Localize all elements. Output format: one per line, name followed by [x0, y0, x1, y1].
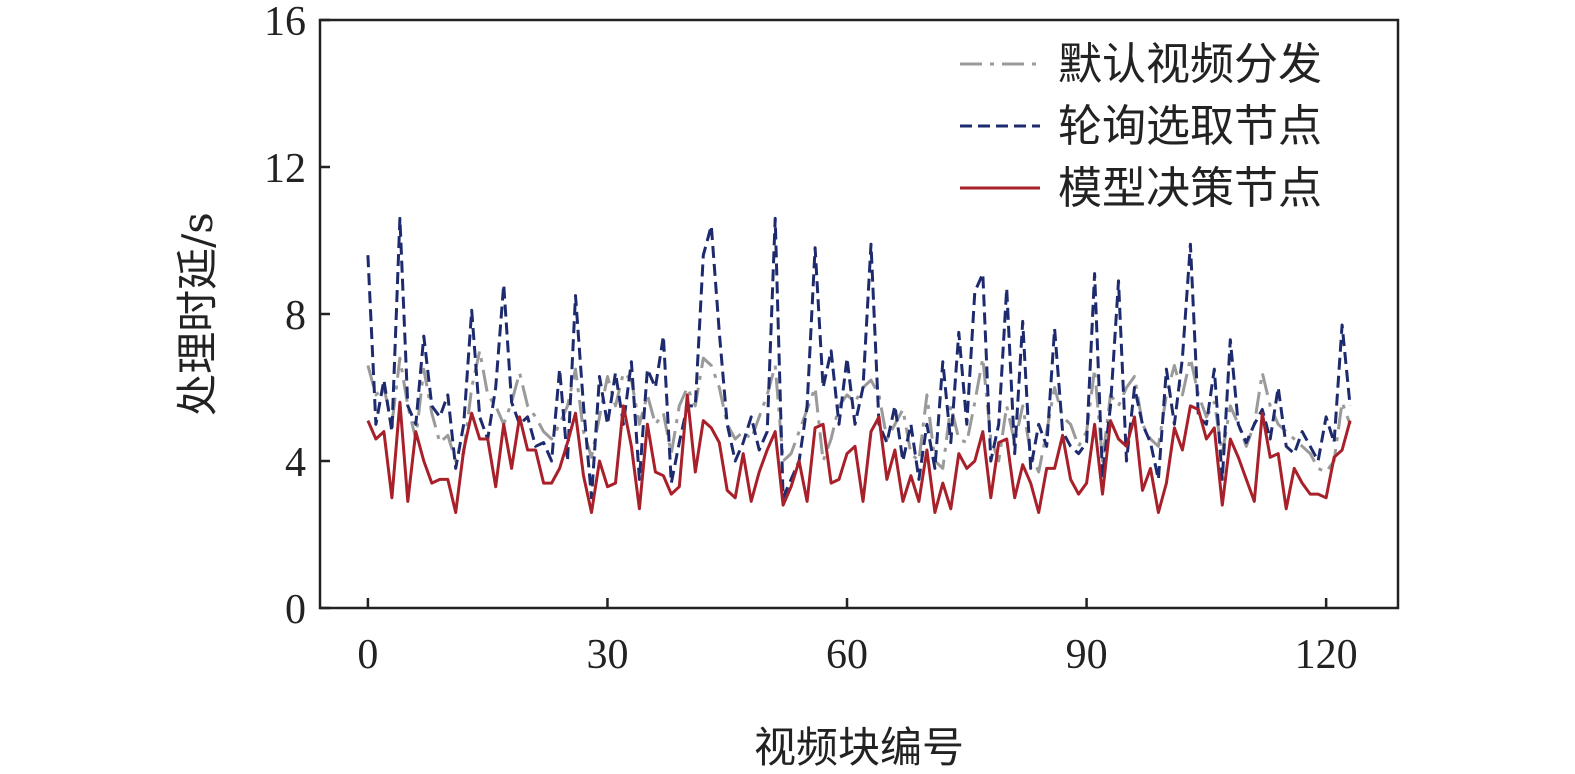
series-line-1: [366, 349, 1352, 474]
series-line-2: [366, 216, 1352, 500]
y-tick-label: 8: [285, 293, 306, 339]
series-layer: [366, 216, 1352, 514]
x-tick-label: 120: [1295, 632, 1358, 678]
y-tick-label: 0: [285, 587, 306, 633]
y-tick-label: 4: [285, 440, 306, 486]
tick-layer: 0 30 60 90 120 0 4 8 12 16: [264, 0, 1358, 678]
y-axis-title: 处理时延/s: [173, 212, 222, 416]
series-line-3: [366, 393, 1352, 514]
legend-label-1: 默认视频分发: [1058, 39, 1322, 90]
x-tick-label: 90: [1066, 632, 1108, 678]
x-tick-label: 0: [357, 632, 378, 678]
x-axis-title: 视频块编号: [754, 723, 964, 772]
y-tick-label: 12: [264, 146, 306, 192]
x-tick-label: 30: [586, 632, 628, 678]
legend-label-2: 轮询选取节点: [1058, 101, 1322, 152]
legend-label-3: 模型决策节点: [1058, 163, 1322, 214]
x-tick-label: 60: [826, 632, 868, 678]
y-tick-label: 16: [264, 0, 306, 45]
